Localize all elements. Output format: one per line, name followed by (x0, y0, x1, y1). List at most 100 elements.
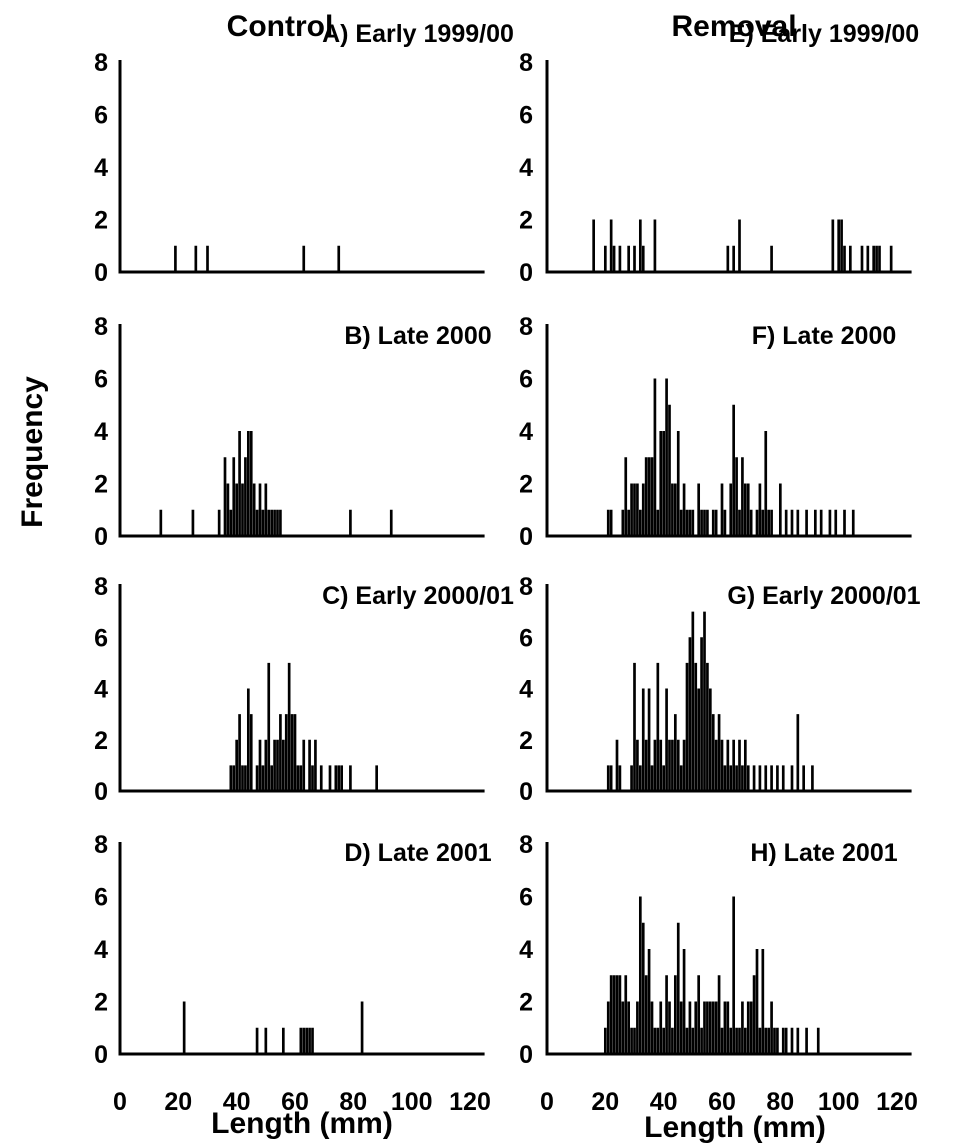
bar (764, 431, 768, 536)
bar (296, 765, 300, 792)
bar (790, 509, 794, 536)
bar (723, 1001, 727, 1054)
bar (267, 662, 271, 792)
x-axis-title-control: Length (mm) (211, 1107, 393, 1140)
y-tick-label: 8 (94, 573, 108, 601)
x-tick-label: 100 (391, 1088, 433, 1116)
bar (264, 1027, 268, 1054)
bar (784, 509, 788, 536)
y-tick-label: 8 (519, 313, 533, 341)
bar (235, 739, 238, 791)
bar (878, 245, 881, 272)
bar (819, 509, 823, 536)
bar (697, 483, 701, 536)
bar (647, 949, 651, 1054)
bar (612, 245, 616, 272)
column-title-control: Control (227, 10, 334, 43)
y-tick-label: 2 (94, 989, 108, 1017)
bar (729, 483, 733, 536)
bar (264, 483, 268, 536)
y-tick-label: 8 (519, 49, 533, 77)
bar (790, 1027, 794, 1054)
bar (770, 1001, 773, 1054)
bar (834, 509, 838, 536)
bar (349, 509, 352, 536)
bar (831, 219, 835, 272)
bar (720, 1027, 724, 1054)
bar (688, 637, 692, 791)
bar (755, 509, 759, 536)
bar (349, 765, 352, 792)
bar (767, 1027, 770, 1054)
bar (706, 662, 709, 792)
x-tick-label: 40 (650, 1088, 678, 1116)
bar (770, 245, 773, 272)
bar (781, 765, 785, 792)
x-tick-label: 120 (449, 1088, 491, 1116)
bar (811, 765, 814, 792)
bar (609, 975, 613, 1054)
bar (770, 765, 773, 792)
panel-period: Late 2000 (378, 322, 492, 350)
bar (337, 245, 341, 272)
bar (668, 1001, 671, 1054)
bar (656, 1027, 660, 1054)
bar (606, 1001, 610, 1054)
bar (665, 688, 668, 791)
bar (246, 688, 250, 791)
bar (738, 1027, 741, 1054)
y-tick-label: 8 (519, 573, 533, 601)
bar (679, 1001, 683, 1054)
bar (360, 1001, 364, 1054)
bar (159, 509, 163, 536)
bar (287, 662, 291, 792)
bar (685, 509, 689, 536)
bar (194, 245, 198, 272)
bar (636, 483, 639, 536)
bar (723, 509, 727, 536)
bar (711, 714, 715, 792)
bar (802, 765, 805, 792)
bar (653, 1027, 657, 1054)
bar (606, 765, 610, 792)
y-tick-label: 2 (519, 727, 533, 755)
bar (691, 1027, 695, 1054)
bar (618, 245, 622, 272)
panel-title: D) Late 2001 (344, 839, 491, 867)
bar (638, 509, 642, 536)
bar (866, 245, 870, 272)
bar (796, 714, 800, 792)
bar (732, 739, 735, 791)
y-tick-label: 0 (519, 1041, 533, 1069)
bar (761, 509, 765, 536)
bar (276, 509, 279, 536)
bar (636, 1001, 639, 1054)
bar (238, 431, 241, 536)
bar (848, 245, 852, 272)
bar (328, 765, 332, 792)
bar (258, 739, 262, 791)
bar (673, 714, 677, 792)
bar (249, 714, 253, 792)
y-tick-label: 4 (94, 154, 108, 182)
bar (609, 765, 613, 792)
bar (226, 483, 230, 536)
bar (752, 975, 756, 1054)
bar (671, 483, 674, 536)
bar (662, 431, 665, 536)
bar (279, 714, 282, 792)
bar (630, 1027, 633, 1054)
y-tick-label: 2 (94, 471, 108, 499)
bar (255, 1027, 259, 1054)
bar (673, 975, 677, 1054)
y-tick-label: 8 (94, 49, 108, 77)
bar (653, 219, 657, 272)
bar (682, 483, 686, 536)
bar (276, 739, 279, 791)
bar (665, 378, 668, 536)
bar (805, 1027, 808, 1054)
bar (618, 975, 622, 1054)
bar (700, 1027, 703, 1054)
bar (232, 765, 236, 792)
